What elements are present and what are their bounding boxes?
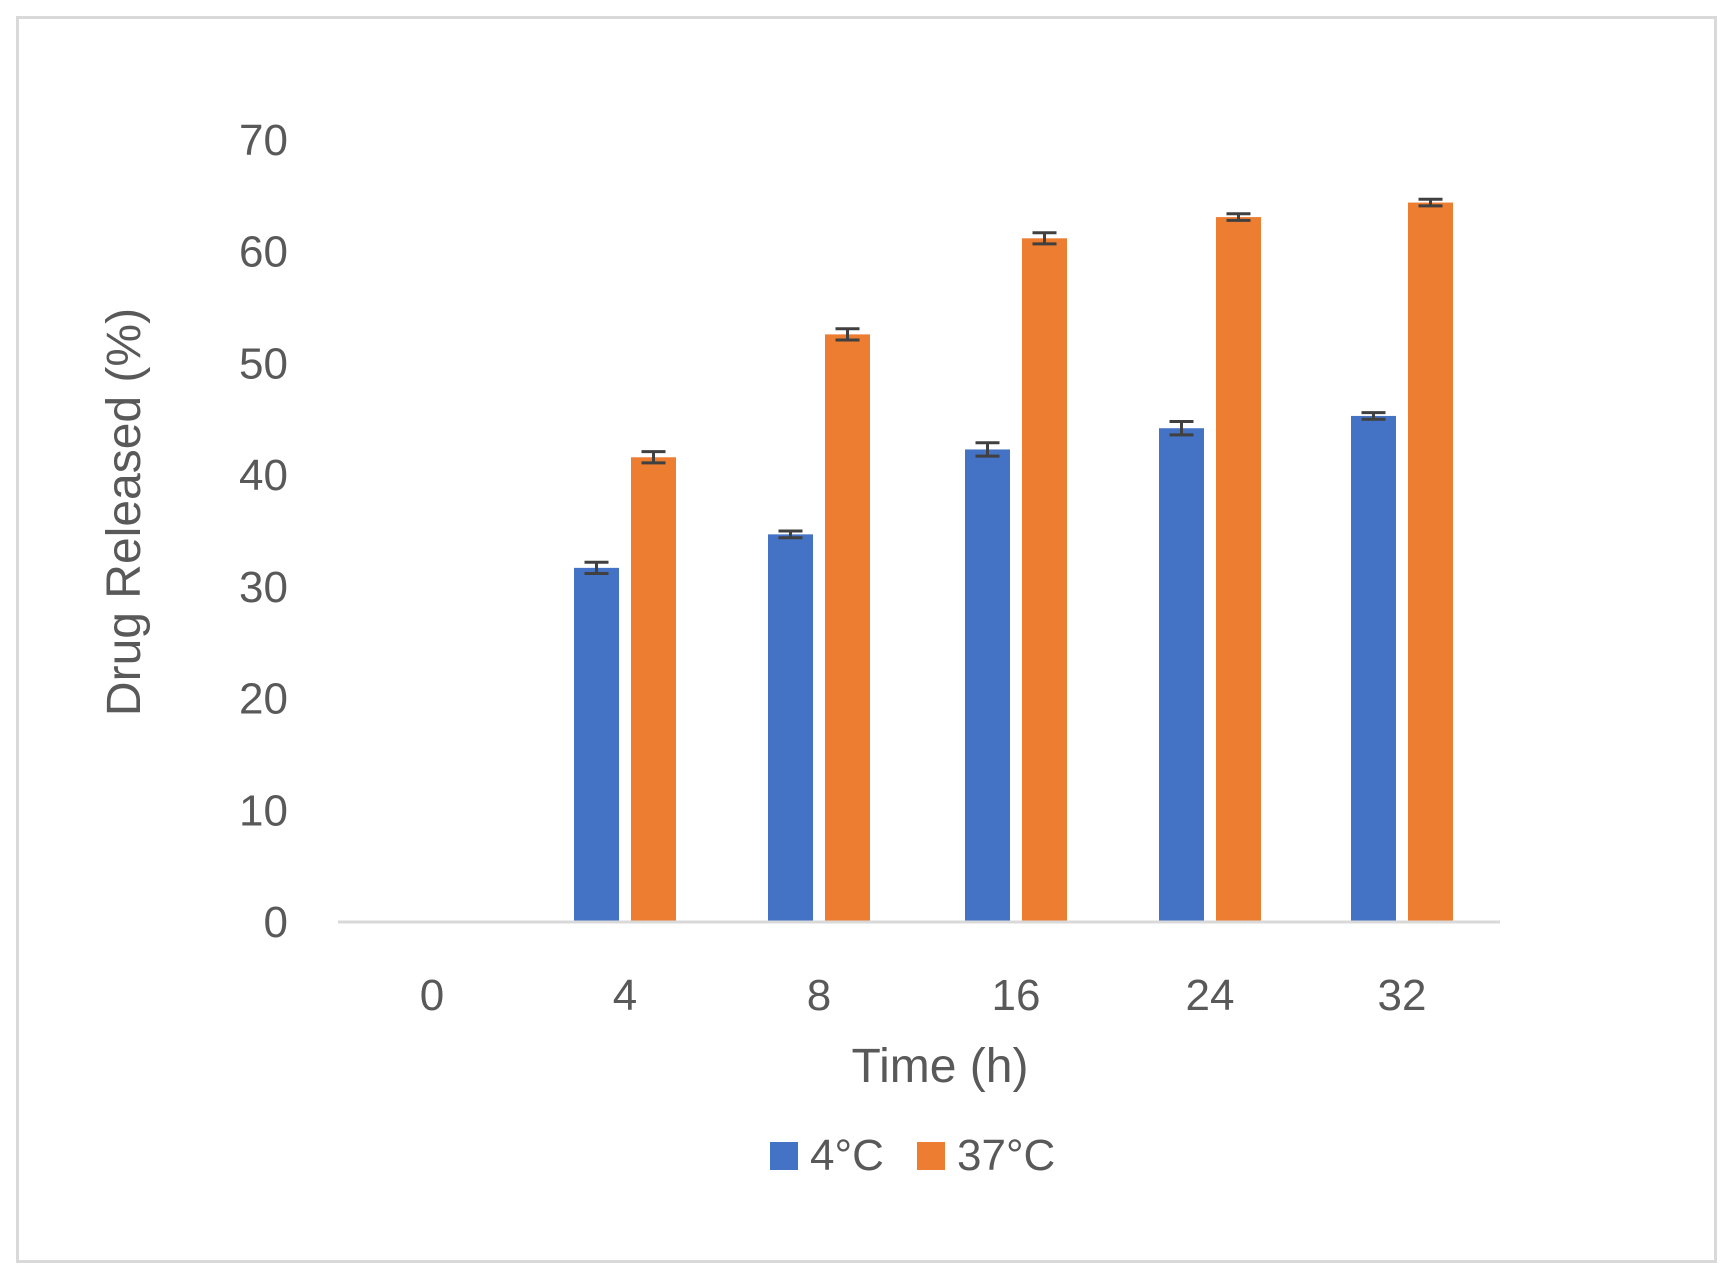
- bar-37c-t16: [1022, 238, 1067, 922]
- x-tick-label: 0: [420, 971, 444, 1020]
- bar-37c-t24: [1216, 217, 1261, 922]
- x-tick-label: 16: [992, 971, 1041, 1020]
- error-bar-37c-t4: [641, 450, 666, 465]
- bar-37c-t32: [1408, 202, 1453, 922]
- y-tick-label: 20: [239, 675, 288, 724]
- error-bar-37c-t32: [1418, 197, 1443, 208]
- y-tick-label: 60: [239, 228, 288, 277]
- y-tick-label: 50: [239, 339, 288, 388]
- error-bar-4c-t32: [1361, 411, 1386, 421]
- error-bar-4c-t24: [1169, 420, 1194, 437]
- error-bar-37c-t8: [835, 327, 860, 342]
- y-tick-label: 70: [239, 116, 288, 165]
- y-tick-label: 40: [239, 451, 288, 500]
- legend-item-4c: 4°C: [770, 1131, 884, 1180]
- legend: 4°C 37°C: [770, 1131, 1055, 1180]
- error-bar-4c-t4: [584, 560, 609, 575]
- error-bar-4c-t8: [778, 529, 803, 540]
- bar-4c-t24: [1159, 428, 1204, 922]
- error-bar-4c-t16: [975, 441, 1000, 458]
- y-tick-label: 30: [239, 563, 288, 612]
- y-tick-labels: 0 10 20 30 40 50 60 70: [239, 116, 288, 947]
- bar-4c-t32: [1351, 415, 1396, 922]
- error-bar-37c-t16: [1032, 231, 1057, 246]
- legend-label: 4°C: [810, 1131, 884, 1180]
- legend-swatch: [770, 1142, 798, 1170]
- bar-37c-t4: [631, 457, 676, 922]
- x-tick-label: 8: [807, 971, 831, 1020]
- legend-label: 37°C: [957, 1131, 1055, 1180]
- x-tick-label: 24: [1186, 971, 1235, 1020]
- x-tick-labels: 0 4 8 16 24 32: [420, 971, 1427, 1020]
- x-tick-label: 32: [1378, 971, 1427, 1020]
- x-axis-title: Time (h): [852, 1040, 1029, 1093]
- error-bar-37c-t24: [1226, 212, 1251, 222]
- legend-item-37c: 37°C: [917, 1131, 1055, 1180]
- bar-4c-t4: [574, 567, 619, 922]
- bar-37c-t8: [825, 334, 870, 923]
- bars-layer: [574, 202, 1453, 923]
- error-bars-layer: [584, 197, 1443, 575]
- x-tick-label: 4: [613, 971, 637, 1020]
- y-tick-label: 10: [239, 786, 288, 835]
- y-tick-label: 0: [264, 898, 288, 947]
- bar-4c-t8: [768, 534, 813, 922]
- legend-swatch: [917, 1142, 945, 1170]
- bar-4c-t16: [965, 449, 1010, 922]
- y-axis-title: Drug Released (%): [98, 308, 151, 716]
